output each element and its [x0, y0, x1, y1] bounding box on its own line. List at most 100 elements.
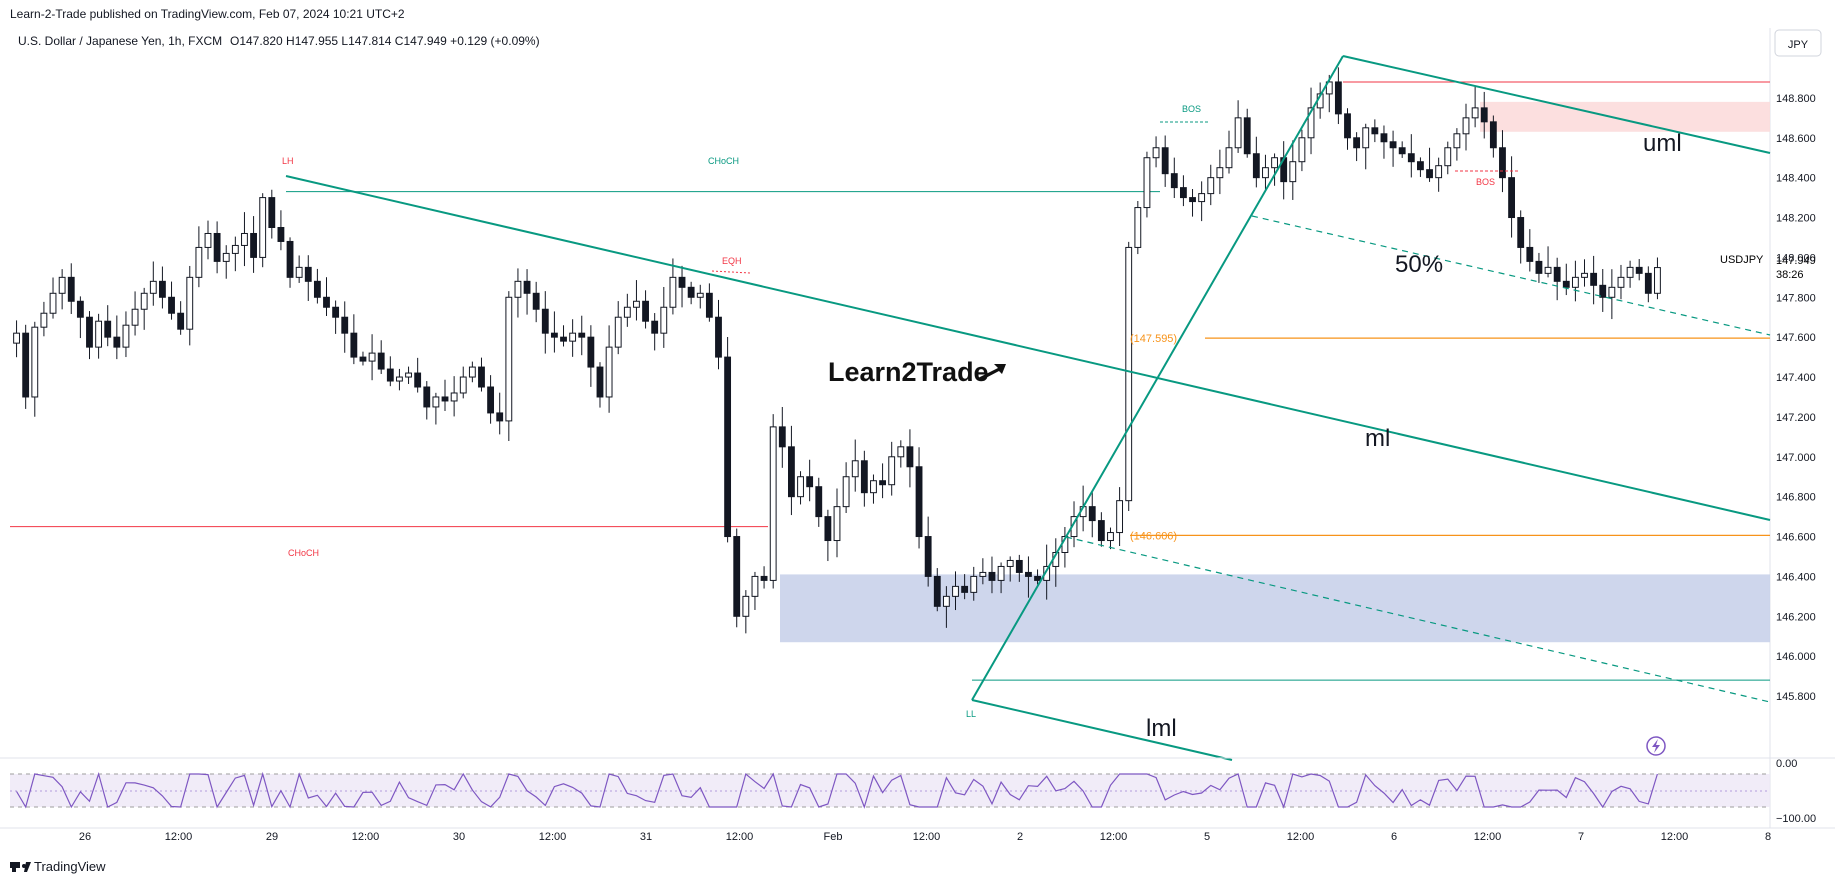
candle-body	[587, 336, 595, 368]
candle-body	[660, 306, 668, 334]
publisher-text: Learn-2-Trade published on TradingView.c…	[10, 7, 405, 21]
candle-body	[40, 312, 48, 328]
bos-top-label: BOS	[1182, 104, 1201, 114]
candle-body	[879, 480, 886, 486]
candle-body	[733, 536, 741, 617]
candle-body	[860, 460, 868, 494]
time-tick-9: 12:00	[913, 831, 941, 843]
candle-body	[459, 376, 467, 394]
candle-body	[961, 585, 969, 593]
candle-body	[1088, 506, 1096, 522]
price-tick-0: 148.800	[1776, 93, 1816, 105]
time-axis[interactable]: 26 12:00 29 12:00 30 12:00 31 12:00 Feb 12:00 2 12:…	[79, 831, 1771, 843]
time-tick-18: 8	[1765, 831, 1771, 843]
fib-level-2-label: (146.606)	[1130, 530, 1177, 542]
candle-body	[213, 232, 221, 262]
candle-body	[842, 476, 850, 508]
candle-body	[651, 320, 659, 334]
candle-body	[1207, 177, 1215, 195]
candle-body	[888, 456, 896, 486]
pitchfork-handle	[971, 55, 1344, 701]
candle-body	[186, 276, 194, 330]
candle-body	[1189, 197, 1196, 203]
candle-body	[532, 292, 540, 310]
candle-body	[277, 227, 285, 242]
candle-body	[1179, 187, 1187, 199]
candle-body	[633, 300, 640, 308]
candle-body	[1544, 266, 1552, 274]
candle-body	[496, 412, 504, 422]
candle-body	[1289, 161, 1297, 183]
candle-body	[1635, 266, 1643, 274]
time-tick-3: 12:00	[352, 831, 380, 843]
logo-arrow-icon	[978, 364, 1006, 381]
time-tick-0: 26	[79, 831, 91, 843]
candle-body	[1508, 177, 1516, 219]
candle-body	[1599, 284, 1607, 298]
candle-body	[897, 446, 905, 458]
lower-median-line	[971, 699, 1233, 761]
candle-body	[642, 300, 649, 322]
candle-body	[924, 536, 932, 577]
candle-body	[1499, 147, 1506, 179]
candle-body	[58, 276, 66, 294]
time-tick-14: 6	[1391, 831, 1397, 843]
median-line	[285, 175, 1771, 521]
candle-body	[1025, 571, 1032, 577]
price-axis[interactable]: 148.800 148.600 148.400 148.200 148.000 147.8…	[1776, 93, 1816, 703]
candle-body	[560, 336, 567, 342]
currency-button[interactable]: JPY	[1774, 29, 1822, 57]
candle-body	[414, 372, 422, 388]
ohlc-readout: O147.820 H147.955 L147.814 C147.949 +0.1…	[230, 34, 540, 48]
fifty-label: 50%	[1395, 251, 1443, 278]
candle-body	[22, 332, 30, 398]
price-tick-12: 146.400	[1776, 571, 1816, 583]
candle-body	[623, 306, 631, 318]
candle-body	[1426, 169, 1433, 179]
candle-body	[788, 446, 795, 498]
candle-body	[514, 280, 522, 298]
lml-label: lml	[1146, 715, 1177, 742]
price-tick-3: 148.200	[1776, 213, 1816, 225]
candle-body	[131, 308, 139, 326]
time-tick-5: 12:00	[539, 831, 567, 843]
ll-label: LL	[966, 709, 976, 719]
candle-body	[724, 356, 732, 538]
candle-body	[1107, 532, 1114, 542]
candle-body	[158, 280, 166, 298]
candle-body	[1444, 147, 1452, 167]
candle-body	[140, 292, 148, 310]
choch-bottom-label: CHoCH	[288, 548, 319, 558]
candle-body	[578, 332, 586, 338]
candle-body	[286, 240, 294, 278]
bos-right-label: BOS	[1476, 177, 1495, 187]
candle-body	[1043, 565, 1051, 581]
candle-body	[423, 386, 431, 408]
candle-body	[979, 571, 987, 577]
price-tick-9: 147.000	[1776, 452, 1816, 464]
candle-body	[195, 246, 203, 278]
candle-body	[523, 280, 531, 294]
price-tick-7: 147.400	[1776, 372, 1816, 384]
candle-body	[1134, 207, 1142, 248]
candle-body	[541, 308, 549, 334]
candle-body	[13, 332, 20, 344]
candle-body	[815, 486, 823, 518]
candle-body	[1644, 272, 1652, 294]
candle-body	[952, 585, 959, 597]
candle-body	[1353, 137, 1361, 149]
candle-body	[614, 316, 622, 348]
price-tick-14: 146.000	[1776, 651, 1816, 663]
rsi-tick-top: 0.00	[1776, 758, 1797, 770]
candle-body	[1362, 127, 1370, 149]
candle-body	[332, 306, 340, 318]
time-tick-15: 12:00	[1474, 831, 1502, 843]
candle-body	[550, 332, 558, 338]
lightning-icon[interactable]	[1646, 736, 1666, 756]
candle-body	[241, 232, 248, 246]
candle-body	[1015, 559, 1023, 573]
candle-body	[988, 571, 996, 581]
candle-body	[970, 575, 978, 593]
candle-body	[76, 300, 84, 318]
